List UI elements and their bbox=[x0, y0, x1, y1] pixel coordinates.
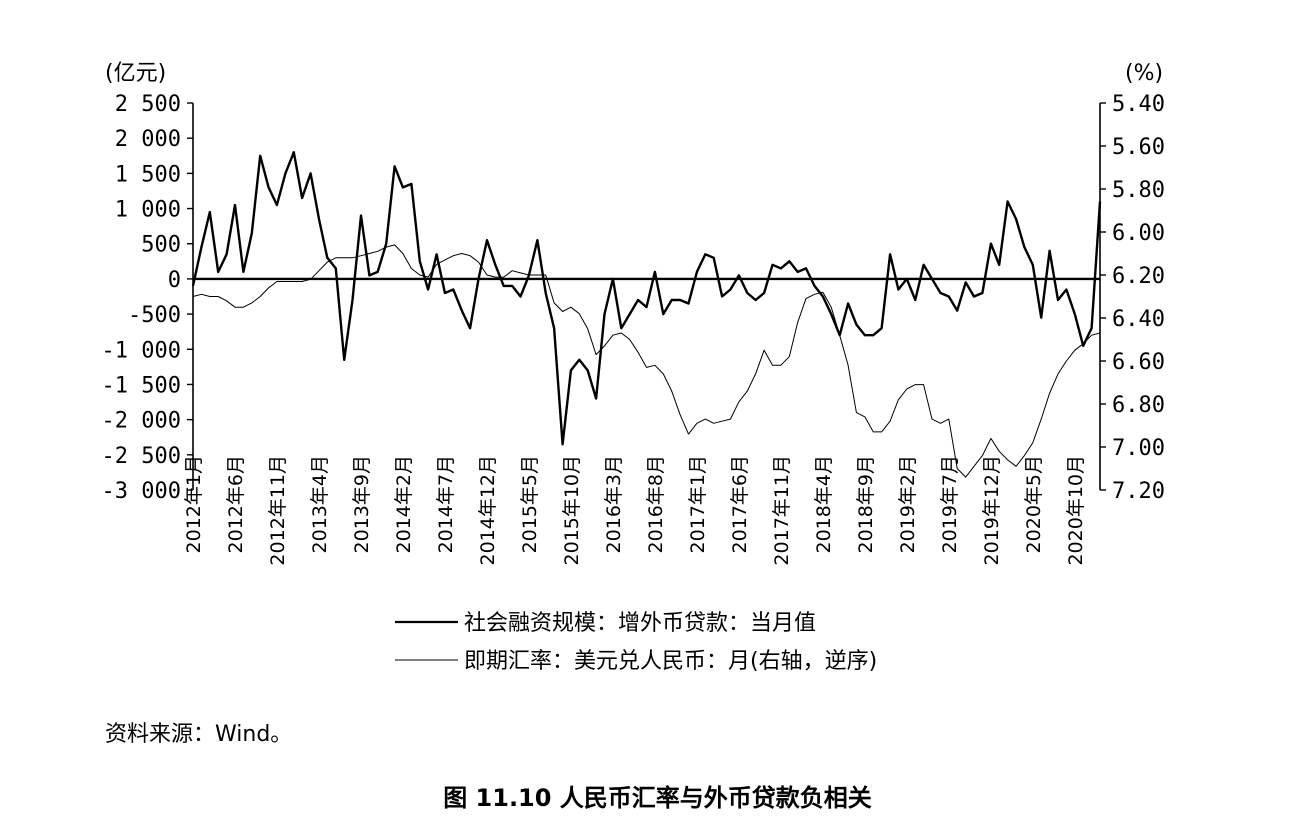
series-lines bbox=[191, 151, 1102, 478]
x-tick-label: 2015年10月 bbox=[561, 455, 583, 566]
left-tick-label: 1 500 bbox=[115, 162, 181, 187]
right-tick-label: 5.80 bbox=[1112, 178, 1165, 203]
x-tick-label: 2016年8月 bbox=[645, 455, 667, 553]
left-axis: 2 500 2 000 1 500 1 000 500 0 -500 -1 000 -1 500… bbox=[102, 92, 194, 504]
left-tick-label: -1 000 bbox=[102, 338, 181, 363]
x-axis: 2012年1月 2012年6月 2012年11月 2013年4月 2013年9月 2014… bbox=[183, 455, 1087, 566]
x-tick-label: 2020年5月 bbox=[1023, 455, 1045, 553]
left-tick-label: 1 000 bbox=[115, 198, 181, 223]
x-tick-label: 2014年7月 bbox=[435, 455, 457, 553]
right-tick-label: 6.40 bbox=[1112, 307, 1165, 332]
x-tick-label: 2014年2月 bbox=[393, 455, 415, 553]
x-tick-label: 2012年1月 bbox=[183, 455, 205, 553]
x-tick-label: 2017年1月 bbox=[687, 455, 709, 553]
right-tick-label: 5.40 bbox=[1112, 92, 1165, 117]
right-axis-unit: (%) bbox=[1125, 61, 1163, 86]
right-tick-label: 6.00 bbox=[1112, 221, 1165, 246]
legend: 社会融资规模：增外币贷款：当月值 即期汇率：美元兑人民币：月(右轴，逆序) bbox=[395, 611, 877, 674]
right-tick-label: 5.60 bbox=[1112, 135, 1165, 160]
legend-label-loans: 社会融资规模：增外币贷款：当月值 bbox=[464, 611, 816, 636]
x-tick-label: 2019年2月 bbox=[897, 455, 919, 553]
series-line-fx-loans bbox=[191, 151, 1102, 446]
x-tick-label: 2012年6月 bbox=[225, 455, 247, 553]
left-tick-label: 500 bbox=[141, 233, 181, 258]
source-note: 资料来源：Wind。 bbox=[105, 722, 293, 747]
x-tick-label: 2012年11月 bbox=[267, 455, 289, 566]
x-tick-label: 2015年5月 bbox=[519, 455, 541, 553]
x-tick-label: 2013年9月 bbox=[351, 455, 373, 553]
left-axis-unit: (亿元) bbox=[105, 61, 166, 86]
x-tick-label: 2019年12月 bbox=[981, 455, 1003, 566]
series-line-exchange-rate bbox=[192, 244, 1101, 478]
left-tick-label: -1 500 bbox=[102, 373, 181, 398]
right-tick-label: 6.80 bbox=[1112, 393, 1165, 418]
left-tick-label: 2 500 bbox=[115, 92, 181, 117]
x-tick-label: 2016年3月 bbox=[603, 455, 625, 553]
left-tick-label: -3 000 bbox=[102, 479, 181, 504]
right-tick-label: 6.20 bbox=[1112, 264, 1165, 289]
right-axis: 5.40 5.60 5.80 6.00 6.20 6.40 6.60 6.80 7.00 7.20 bbox=[1099, 92, 1165, 504]
left-tick-label: 2 000 bbox=[115, 127, 181, 152]
right-tick-label: 7.00 bbox=[1112, 436, 1165, 461]
x-tick-label: 2018年9月 bbox=[855, 455, 877, 553]
x-tick-label: 2019年7月 bbox=[939, 455, 961, 553]
right-tick-label: 6.60 bbox=[1112, 350, 1165, 375]
x-tick-label: 2014年12月 bbox=[477, 455, 499, 566]
left-tick-label: -2 000 bbox=[102, 409, 181, 434]
x-tick-label: 2017年11月 bbox=[771, 455, 793, 566]
x-tick-label: 2018年4月 bbox=[813, 455, 835, 553]
x-tick-label: 2017年6月 bbox=[729, 455, 751, 553]
legend-label-fx: 即期汇率：美元兑人民币：月(右轴，逆序) bbox=[464, 649, 877, 674]
left-tick-label: 0 bbox=[168, 268, 181, 293]
left-tick-label: -2 500 bbox=[102, 444, 181, 469]
left-tick-label: -500 bbox=[128, 303, 181, 328]
right-tick-label: 7.20 bbox=[1112, 479, 1165, 504]
figure-caption: 图 11.10 人民币汇率与外币贷款负相关 bbox=[443, 784, 872, 812]
x-tick-label: 2013年4月 bbox=[309, 455, 331, 553]
x-tick-label: 2020年10月 bbox=[1065, 455, 1087, 566]
